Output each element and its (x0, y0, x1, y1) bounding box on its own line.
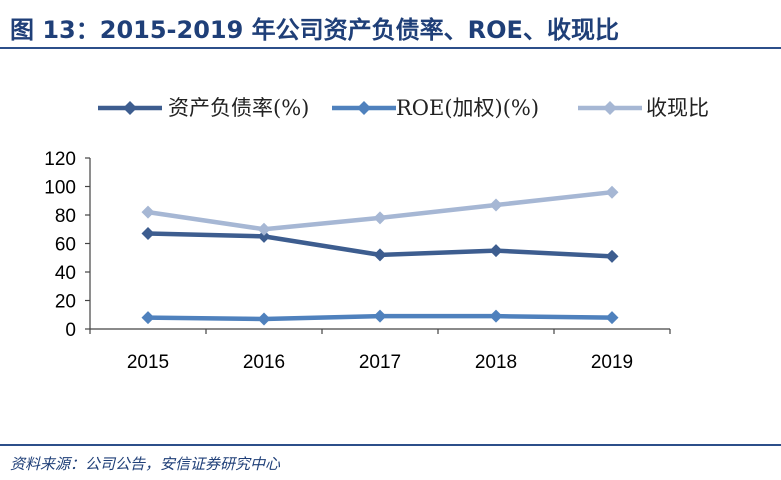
y-tick-label: 100 (44, 178, 76, 199)
y-tick-label: 60 (55, 235, 76, 256)
y-tick-label: 80 (55, 206, 76, 227)
series-1 (141, 309, 619, 326)
data-point (141, 311, 155, 325)
line-chart: 资产负债率(%) ROE(加权)(%) 收现比 0 20 40 60 80 100 120 201… (44, 96, 709, 373)
y-tick-label: 0 (65, 320, 76, 341)
data-point (605, 311, 619, 325)
chart-axes: 0 20 40 60 80 100 120 2015 2016 2017 2018 2019 (44, 149, 671, 373)
y-tick-label: 20 (55, 292, 76, 313)
data-point (257, 312, 271, 326)
data-point (373, 309, 387, 323)
legend-swatch-marker (603, 101, 617, 115)
source-note: 资料来源：公司公告，安信证券研究中心 (10, 455, 281, 473)
data-point (489, 198, 503, 212)
data-point (605, 249, 619, 263)
legend-label: ROE(加权)(%) (396, 96, 539, 120)
x-tick-label: 2016 (243, 352, 285, 373)
legend-item: 资产负债率(%) (98, 96, 309, 120)
legend-item: ROE(加权)(%) (332, 96, 539, 120)
series-0 (141, 227, 619, 263)
data-point (141, 205, 155, 219)
data-point (605, 185, 619, 199)
chart-series (141, 185, 619, 326)
legend-swatch-marker (357, 101, 371, 115)
footer-divider (0, 444, 781, 446)
y-tick-label: 40 (55, 263, 76, 284)
chart-legend: 资产负债率(%) ROE(加权)(%) 收现比 (98, 96, 709, 120)
data-point (489, 309, 503, 323)
data-point (257, 222, 271, 236)
legend-item: 收现比 (578, 96, 709, 120)
series-2 (141, 185, 619, 236)
data-point (489, 244, 503, 258)
x-tick-label: 2015 (127, 352, 169, 373)
chart-title: 图 13：2015-2019 年公司资产负债率、ROE、收现比 (10, 16, 619, 44)
y-tick-label: 120 (44, 149, 76, 170)
x-tick-label: 2019 (591, 352, 633, 373)
x-tick-label: 2017 (359, 352, 401, 373)
data-point (257, 229, 271, 243)
legend-label: 资产负债率(%) (168, 96, 309, 120)
data-point (373, 211, 387, 225)
x-tick-label: 2018 (475, 352, 517, 373)
data-point (141, 227, 155, 241)
legend-swatch-marker (123, 101, 137, 115)
legend-label: 收现比 (646, 96, 709, 120)
data-point (373, 248, 387, 262)
title-divider (0, 47, 781, 49)
